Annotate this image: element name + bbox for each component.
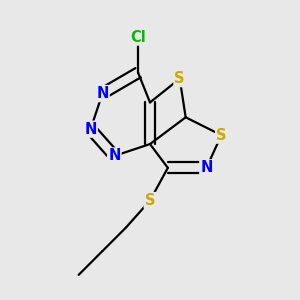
Text: N: N bbox=[200, 160, 213, 175]
Text: N: N bbox=[96, 86, 109, 101]
Text: N: N bbox=[84, 122, 97, 137]
Text: S: S bbox=[145, 193, 155, 208]
Text: S: S bbox=[175, 71, 185, 86]
Text: S: S bbox=[216, 128, 226, 142]
Text: N: N bbox=[108, 148, 121, 164]
Text: Cl: Cl bbox=[130, 30, 146, 45]
